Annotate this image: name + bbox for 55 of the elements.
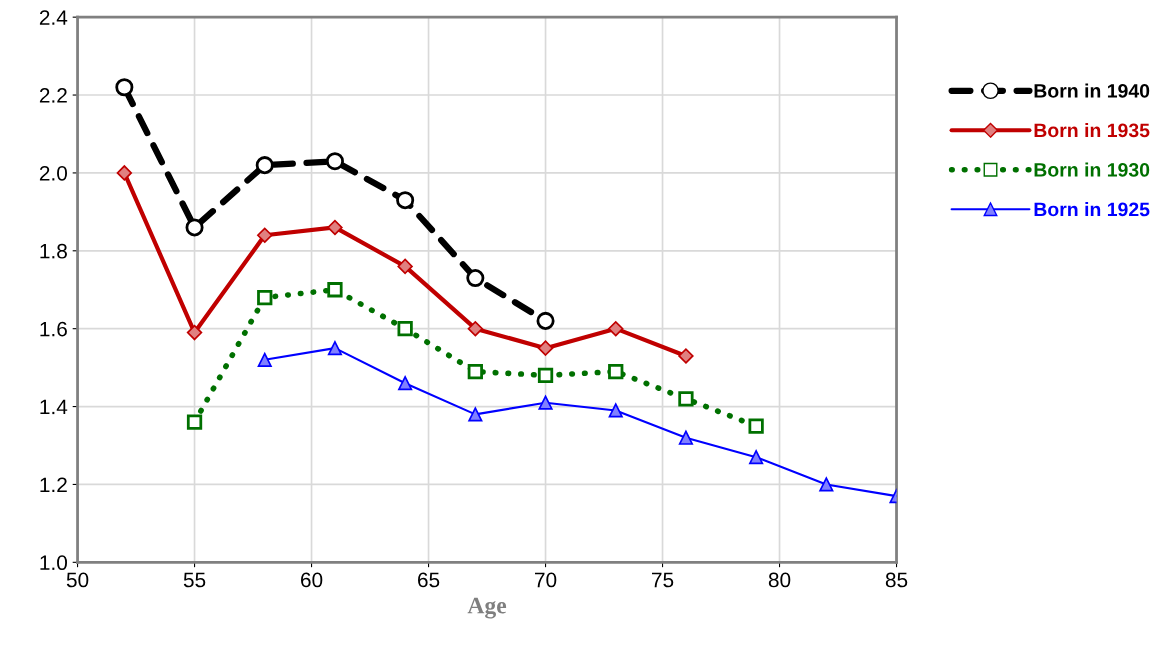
legend-label: Born in 1935 [1034, 122, 1150, 138]
y-tick-label: 1.6 [40, 321, 67, 337]
y-tick-label: 2.0 [39, 165, 68, 181]
point [115, 78, 134, 97]
point [608, 363, 624, 380]
legend-label: Born in 1925 [1034, 202, 1150, 217]
point [678, 430, 694, 445]
y-tick-label: 2.4 [39, 10, 68, 25]
point [468, 407, 483, 422]
x-tick-label: 80 [768, 572, 791, 588]
point [327, 282, 343, 298]
x-tick-label: 55 [183, 572, 206, 588]
x-tick-label: 70 [535, 572, 557, 588]
point [678, 348, 694, 364]
point [325, 152, 344, 171]
point [537, 367, 554, 384]
point [538, 395, 553, 410]
point [396, 191, 415, 210]
point [749, 450, 764, 465]
point [257, 352, 272, 367]
y-tick-label: 1.8 [40, 243, 67, 259]
point [467, 320, 484, 337]
point [397, 258, 413, 275]
point [327, 219, 343, 236]
x-tick-label: 85 [885, 572, 908, 588]
y-tick-label: 1.2 [40, 477, 67, 492]
x-tick-label: 60 [301, 572, 323, 588]
point [397, 321, 413, 337]
point [608, 320, 624, 337]
point [327, 341, 343, 356]
point [678, 391, 694, 407]
point [536, 311, 555, 330]
point [186, 414, 203, 430]
x-tick-label: 50 [66, 572, 89, 588]
point [255, 156, 274, 175]
legend-label: Born in 1930 [1034, 162, 1150, 177]
y-tick-label: 1.4 [40, 399, 68, 415]
point [116, 165, 133, 181]
point [467, 363, 483, 380]
x-tick-label: 65 [418, 572, 440, 588]
point [608, 403, 623, 418]
x-axis-title: Age [467, 597, 507, 619]
point [186, 324, 203, 341]
y-tick-label: 2.2 [39, 88, 67, 103]
point [537, 340, 554, 356]
point [185, 218, 204, 237]
point [398, 376, 413, 391]
point [819, 477, 834, 492]
point [257, 227, 273, 243]
y-tick-label: 1.0 [40, 555, 68, 571]
legend-label: Born in 1940 [1034, 83, 1150, 98]
point [466, 269, 485, 288]
point [257, 289, 273, 306]
point [748, 418, 764, 434]
x-tick-label: 75 [652, 572, 674, 588]
